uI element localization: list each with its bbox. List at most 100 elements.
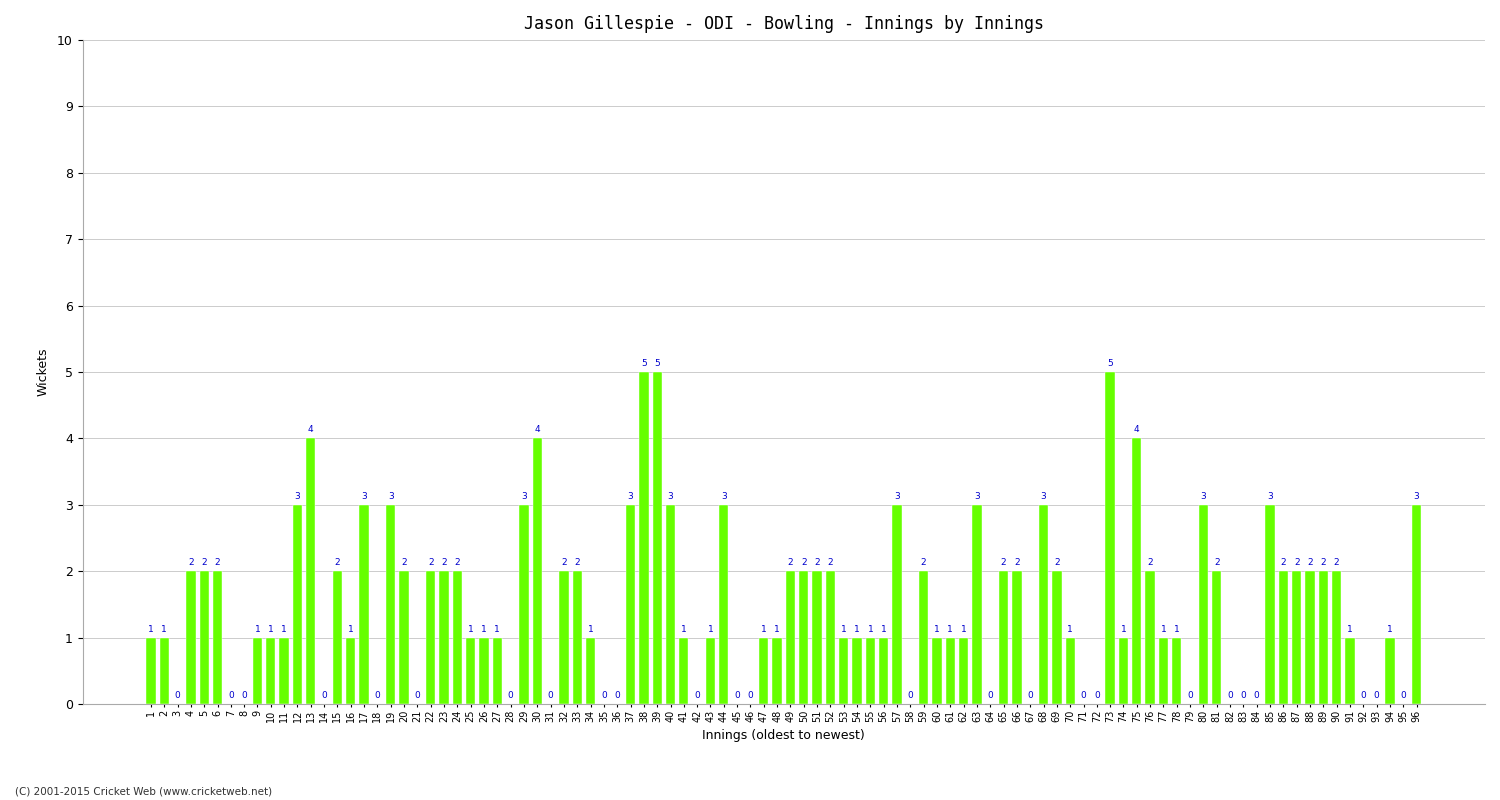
Bar (1412, 505, 1422, 704)
Text: 3: 3 (627, 492, 633, 501)
Text: 1: 1 (1174, 625, 1179, 634)
Text: (C) 2001-2015 Cricket Web (www.cricketweb.net): (C) 2001-2015 Cricket Web (www.cricketwe… (15, 786, 272, 796)
Bar (1318, 571, 1328, 704)
Text: 0: 0 (908, 691, 914, 700)
Bar (1132, 438, 1142, 704)
Bar (1040, 505, 1048, 704)
Bar (346, 638, 355, 704)
Text: 2: 2 (574, 558, 580, 567)
Text: 0: 0 (734, 691, 740, 700)
Bar (639, 372, 648, 704)
Bar (680, 638, 688, 704)
Text: 1: 1 (268, 625, 273, 634)
Text: 2: 2 (815, 558, 821, 567)
Text: 1: 1 (1161, 625, 1167, 634)
Bar (1292, 571, 1302, 704)
Text: 1: 1 (1068, 625, 1072, 634)
Text: 1: 1 (482, 625, 488, 634)
Text: 4: 4 (308, 426, 314, 434)
Bar (440, 571, 448, 704)
Text: 0: 0 (174, 691, 180, 700)
Text: 1: 1 (774, 625, 780, 634)
Bar (945, 638, 956, 704)
Text: 0: 0 (1080, 691, 1086, 700)
Bar (706, 638, 716, 704)
Text: 5: 5 (640, 359, 646, 368)
Bar (1146, 571, 1155, 704)
Bar (1278, 571, 1288, 704)
Bar (772, 638, 782, 704)
Text: 1: 1 (162, 625, 166, 634)
Bar (1386, 638, 1395, 704)
Bar (652, 372, 662, 704)
Text: 1: 1 (867, 625, 873, 634)
Text: 2: 2 (561, 558, 567, 567)
Text: 3: 3 (668, 492, 674, 501)
Text: 1: 1 (588, 625, 594, 634)
Bar (159, 638, 170, 704)
Text: 3: 3 (894, 492, 900, 501)
Text: 0: 0 (375, 691, 381, 700)
Text: 0: 0 (548, 691, 554, 700)
Text: 0: 0 (1227, 691, 1233, 700)
Text: 0: 0 (1240, 691, 1246, 700)
Text: 1: 1 (148, 625, 154, 634)
Bar (306, 438, 315, 704)
Bar (972, 505, 981, 704)
Bar (1160, 638, 1168, 704)
Bar (933, 638, 942, 704)
Text: 2: 2 (454, 558, 460, 567)
Text: 2: 2 (334, 558, 340, 567)
Text: 2: 2 (1320, 558, 1326, 567)
Text: 0: 0 (987, 691, 993, 700)
Bar (360, 505, 369, 704)
Text: 1: 1 (282, 625, 286, 634)
Text: 0: 0 (509, 691, 513, 700)
Bar (573, 571, 582, 704)
Bar (279, 638, 290, 704)
Text: 3: 3 (1041, 492, 1047, 501)
Bar (1065, 638, 1076, 704)
Text: 1: 1 (348, 625, 354, 634)
Text: 0: 0 (615, 691, 620, 700)
Text: 1: 1 (708, 625, 714, 634)
Text: 3: 3 (1268, 492, 1274, 501)
Text: 3: 3 (362, 492, 368, 501)
Title: Jason Gillespie - ODI - Bowling - Innings by Innings: Jason Gillespie - ODI - Bowling - Inning… (524, 15, 1044, 33)
Text: 3: 3 (1200, 492, 1206, 501)
Bar (825, 571, 836, 704)
Text: 0: 0 (242, 691, 248, 700)
Text: 1: 1 (960, 625, 966, 634)
Text: 2: 2 (1054, 558, 1059, 567)
Bar (466, 638, 476, 704)
Text: 2: 2 (1281, 558, 1286, 567)
Bar (480, 638, 489, 704)
Bar (1198, 505, 1208, 704)
Y-axis label: Wickets: Wickets (38, 348, 50, 396)
Text: 1: 1 (681, 625, 687, 634)
Bar (254, 638, 262, 704)
Text: 1: 1 (948, 625, 952, 634)
Bar (759, 638, 768, 704)
Text: 1: 1 (1120, 625, 1126, 634)
Text: 0: 0 (1254, 691, 1260, 700)
Text: 2: 2 (1014, 558, 1020, 567)
Text: 2: 2 (921, 558, 927, 567)
Bar (186, 571, 195, 704)
Text: 0: 0 (1374, 691, 1380, 700)
Bar (426, 571, 435, 704)
Bar (786, 571, 795, 704)
Bar (920, 571, 928, 704)
Bar (560, 571, 568, 704)
Text: 2: 2 (201, 558, 207, 567)
Bar (292, 505, 302, 704)
Text: 2: 2 (214, 558, 220, 567)
Text: 0: 0 (1360, 691, 1366, 700)
Bar (1212, 571, 1221, 704)
Bar (213, 571, 222, 704)
Text: 2: 2 (1294, 558, 1299, 567)
Bar (519, 505, 528, 704)
Bar (865, 638, 874, 704)
Text: 0: 0 (694, 691, 700, 700)
Bar (453, 571, 462, 704)
